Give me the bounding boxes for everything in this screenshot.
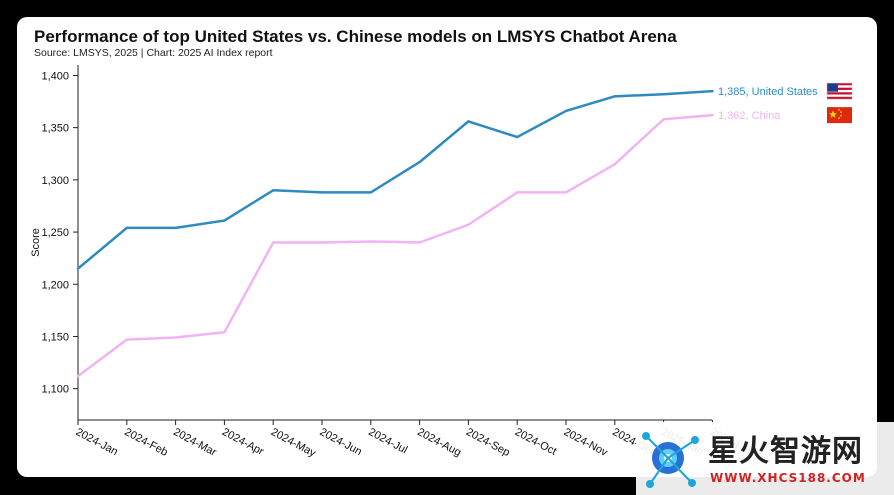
x-tick-label: 2024-Oct [513,426,559,458]
x-tick-label: 2024-Jan [74,426,120,458]
x-tick-label: 2024-Mar [171,426,218,459]
data-point-china [613,162,616,166]
x-tick-label: 2024-Jul [366,426,409,456]
chart-subtitle: Source: LMSYS, 2025 | Chart: 2025 AI Ind… [34,47,273,59]
data-point-china [223,331,226,334]
data-point-united-states [613,95,616,98]
x-tick-label: 2024-Sep [464,426,512,459]
watermark-logo-icon [642,432,699,488]
series-line-united-states [76,89,714,270]
y-tick-label: 1,150 [41,331,69,343]
data-point-china [76,374,80,378]
data-point-united-states [711,89,714,93]
x-tick-label: 2024-Aug [415,426,463,459]
data-point-china [320,241,324,244]
data-point-united-states [369,191,372,194]
watermark-brand: 星火智游网 [708,434,863,469]
data-point-united-states [76,267,80,270]
data-point-china [272,241,275,244]
data-point-china [418,241,421,244]
watermark: 星火智游网 WWW.XHCS188.COM [636,422,894,495]
data-point-united-states [516,135,519,139]
us-flag-icon [826,82,853,100]
line-chart: 1,100 1,150 1,200 1,250 1,300 1,350 1,400 2024… [30,65,853,460]
x-tick-label: 2024-May [269,426,318,460]
data-point-united-states [320,191,324,194]
data-point-united-states [223,219,226,222]
y-tick-label: 1,250 [41,227,69,239]
series-layer [76,89,714,378]
y-tick-label: 1,400 [41,70,69,82]
data-point-china [369,240,372,243]
data-point-united-states [272,189,275,192]
data-point-united-states [418,160,421,164]
chart-card: Performance of top United States vs. Chi… [17,17,877,477]
end-label-united-states: 1,385, United States [718,86,818,98]
end-labels: 1,385, United States 1,362, China [718,82,853,124]
data-point-china [516,191,519,194]
data-point-united-states [662,93,665,96]
data-point-united-states [564,109,568,113]
x-tick-label: 2024-Feb [122,426,169,459]
y-axis-title: Score [30,228,42,257]
x-tick-label: 2024-Apr [220,426,266,458]
y-tick-label: 1,100 [41,384,69,396]
data-point-china [564,191,568,194]
chart-title: Performance of top United States vs. Chi… [34,27,677,46]
data-point-china [662,118,665,121]
y-tick-label: 1,300 [41,175,69,187]
data-point-china [711,113,714,117]
china-flag-icon [827,107,852,124]
y-axis: 1,100 1,150 1,200 1,250 1,300 1,350 1,400 [41,65,79,420]
data-point-united-states [467,120,470,123]
data-point-china [467,223,470,226]
data-point-united-states [125,226,128,230]
x-tick-label: 2024-Jun [318,426,364,458]
data-point-china [125,338,128,341]
series-line-china [76,113,714,378]
x-tick-label: 2024-Nov [562,426,610,459]
data-point-china [174,336,177,339]
end-label-china: 1,362, China [718,110,781,122]
data-point-united-states [174,226,177,230]
y-tick-label: 1,350 [41,123,69,135]
watermark-url: WWW.XHCS188.COM [710,471,866,485]
y-tick-label: 1,200 [41,279,69,291]
